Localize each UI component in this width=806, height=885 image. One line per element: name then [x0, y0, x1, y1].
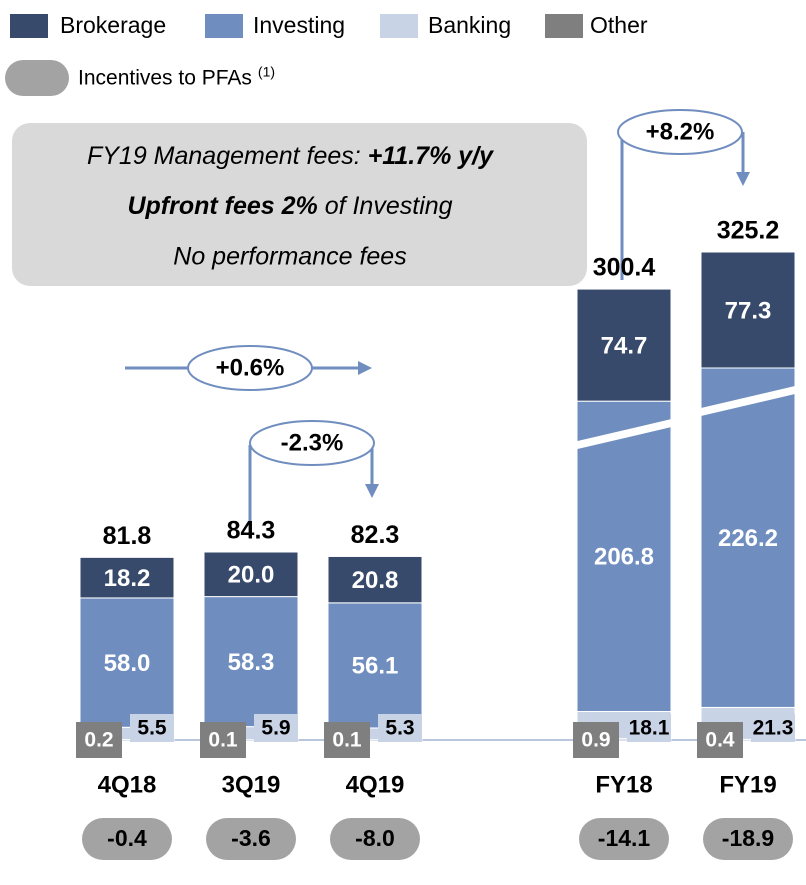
bar-segment [700, 251, 796, 369]
incentive-pill [579, 818, 669, 860]
data-label: 18.2 [104, 565, 151, 592]
label-badge [378, 714, 422, 742]
incentive-label: -8.0 [355, 825, 395, 851]
textbox-line: Upfront fees 2% of Investing [127, 192, 452, 220]
data-label: 5.9 [261, 717, 290, 740]
bar-segment [79, 556, 175, 599]
label-badge [324, 722, 370, 758]
label-badge [627, 714, 671, 742]
legend-swatch [10, 14, 48, 38]
incentive-label: -18.9 [722, 825, 774, 851]
data-label: 5.5 [137, 717, 167, 740]
x-tick-label: FY19 [719, 771, 776, 798]
annotation-bubble [617, 109, 743, 155]
incentive-pill [330, 818, 420, 860]
data-label: 5.3 [385, 717, 414, 740]
label-badge [573, 722, 619, 758]
annotation-label: +0.6% [216, 354, 285, 381]
total-label: 81.8 [103, 522, 152, 550]
footnote-ref: (1) [258, 64, 275, 80]
legend-swatch [545, 14, 583, 38]
label-badge [254, 714, 298, 742]
bar-segment [576, 400, 672, 712]
incentive-label: -0.4 [107, 825, 147, 851]
label-badge [76, 722, 122, 758]
data-label: 74.7 [601, 332, 648, 359]
bar-segment [203, 596, 299, 728]
x-tick-label: FY18 [595, 771, 652, 798]
legend-swatch [5, 60, 69, 96]
arrowheads [358, 172, 750, 498]
annotation-bubble [249, 420, 375, 466]
x-tick-label: 3Q19 [222, 771, 281, 798]
text: +11.7% y/y [368, 142, 494, 170]
annotation-label: -2.3% [281, 429, 344, 456]
textbox [12, 123, 587, 286]
data-label: 0.1 [208, 729, 238, 752]
text: of Investing [318, 192, 453, 220]
data-label: 0.2 [84, 729, 113, 752]
data-label: 77.3 [725, 297, 772, 324]
total-label: 325.2 [717, 217, 780, 245]
data-label: 21.3 [753, 717, 794, 740]
data-label: 20.0 [228, 562, 275, 589]
legend-label: Other [590, 12, 648, 38]
bar-segment [203, 551, 299, 598]
bar-segment [576, 288, 672, 402]
scale-break [577, 419, 671, 450]
data-label: 56.1 [352, 653, 399, 680]
scale-break [701, 385, 795, 416]
textbox-line: FY19 Management fees: +11.7% y/y [87, 142, 494, 170]
incentive-pill [82, 818, 172, 860]
text: FY19 Management fees: [87, 142, 368, 170]
data-label: 58.0 [104, 650, 151, 677]
legend-swatch [205, 14, 243, 38]
data-label: 226.2 [718, 525, 778, 552]
incentive-pill [703, 818, 793, 860]
data-label: 0.1 [332, 729, 362, 752]
data-label: 20.8 [352, 567, 399, 594]
legend-label: Banking [428, 12, 511, 38]
total-label: 300.4 [593, 254, 656, 282]
text: Upfront fees 2% [127, 192, 317, 220]
total-label: 84.3 [227, 517, 276, 545]
data-label: 206.8 [594, 544, 654, 571]
data-label: 0.9 [581, 729, 610, 752]
x-tick-label: 4Q18 [98, 771, 157, 798]
total-label: 82.3 [351, 521, 400, 549]
incentive-pill [206, 818, 296, 860]
bar-segment [79, 597, 175, 728]
data-label: 58.3 [228, 649, 275, 676]
incentive-label: -3.6 [231, 825, 271, 851]
x-tick-label: 4Q19 [346, 771, 405, 798]
bar-segment [327, 555, 423, 604]
label-badge [751, 714, 795, 742]
label-badge [200, 722, 246, 758]
textbox-line: No performance fees [173, 243, 406, 271]
bar-segment [327, 602, 423, 729]
annotation-bubble [187, 345, 313, 391]
legend-label: Brokerage [60, 12, 166, 38]
legend-label: Investing [253, 12, 345, 38]
data-label: 0.4 [705, 729, 735, 752]
data-label: 18.1 [629, 717, 670, 740]
bar-segment [700, 367, 796, 708]
annotation-lines [125, 132, 745, 538]
legend-label: Incentives to PFAs [78, 67, 252, 90]
label-badge [130, 714, 174, 742]
annotation-label: +8.2% [646, 118, 715, 145]
label-badge [697, 722, 743, 758]
incentive-label: -14.1 [598, 825, 651, 851]
legend-swatch [380, 14, 418, 38]
